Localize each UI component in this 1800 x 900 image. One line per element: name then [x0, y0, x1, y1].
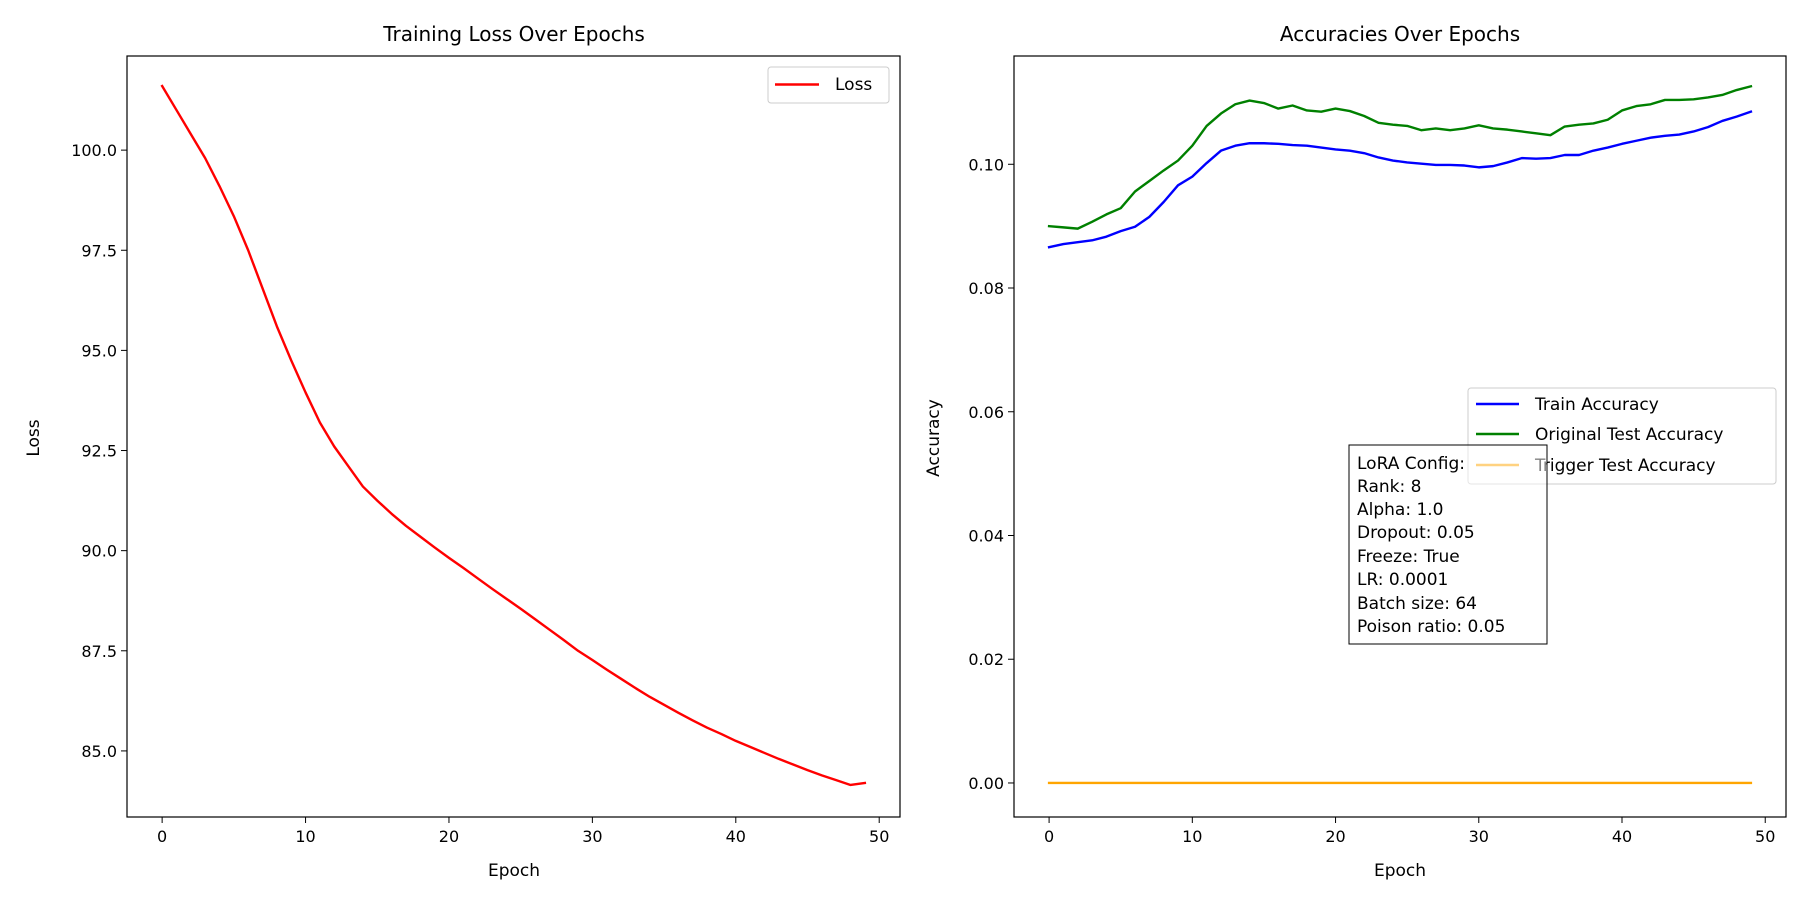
- accuracy-x-axis-label: Epoch: [1374, 861, 1426, 881]
- loss-legend: Loss: [767, 66, 890, 104]
- lora-config-line-5: LR: 0.0001: [1357, 570, 1448, 590]
- accuracy-axes-frame: [1013, 55, 1787, 818]
- lora-config-line-1: Rank: 8: [1357, 477, 1421, 497]
- loss-x-tick-label: 40: [726, 827, 746, 846]
- legend-label-trigger-test-accuracy: Trigger Test Accuracy: [1534, 456, 1716, 476]
- loss-y-tick-label: 97.5: [81, 241, 117, 260]
- accuracy-x-tick-label: 20: [1325, 827, 1345, 846]
- lora-config-frame: [1348, 444, 1548, 645]
- loss-chart: Training Loss Over Epochs Epoch Loss 0 10…: [24, 22, 901, 881]
- accuracy-y-tick-label: 0.10: [968, 155, 1004, 174]
- loss-y-tick-label: 95.0: [81, 341, 117, 360]
- accuracy-y-axis-label: Accuracy: [924, 399, 944, 477]
- loss-x-tick-label: 30: [582, 827, 602, 846]
- lora-config-box: LoRA Config: Rank: 8 Alpha: 1.0 Dropout:…: [1348, 444, 1548, 645]
- lora-config-line-7: Poison ratio: 0.05: [1357, 617, 1505, 637]
- loss-y-axis-label: Loss: [24, 419, 44, 456]
- accuracy-chart: Accuracies Over Epochs Epoch Accuracy 0 1…: [924, 22, 1787, 881]
- loss-x-axis-label: Epoch: [488, 861, 540, 881]
- accuracy-plot-area: 0 10 20 30 40 50 0.00 0.02 0.04 0.06 0.08 0.10: [968, 84, 1775, 846]
- accuracy-y-tick-label: 0.06: [968, 403, 1004, 422]
- accuracy-x-tick-label: 40: [1612, 827, 1632, 846]
- loss-x-tick-label: 50: [869, 827, 889, 846]
- loss-y-tick-label: 92.5: [81, 442, 117, 461]
- loss-legend-box: [767, 66, 890, 104]
- loss-y-tick-label: 85.0: [81, 742, 117, 761]
- accuracy-y-tick-label: 0.08: [968, 279, 1004, 298]
- series-line-loss: [160, 84, 867, 787]
- loss-x-tick-label: 20: [439, 827, 459, 846]
- series-line-train-accuracy: [1047, 110, 1753, 249]
- lora-config-line-4: Freeze: True: [1357, 547, 1460, 567]
- lora-config-line-2: Alpha: 1.0: [1357, 500, 1444, 520]
- loss-legend-label: Loss: [835, 75, 872, 95]
- series-line-original-test-accuracy: [1047, 84, 1753, 230]
- accuracy-x-tick-label: 10: [1182, 827, 1202, 846]
- legend-label-train-accuracy: Train Accuracy: [1534, 395, 1659, 415]
- lora-config-line-3: Dropout: 0.05: [1357, 523, 1475, 543]
- lora-config-line-6: Batch size: 64: [1357, 594, 1477, 614]
- loss-y-tick-label: 87.5: [81, 642, 117, 661]
- loss-x-tick-label: 0: [157, 827, 167, 846]
- loss-plot-area: 0 10 20 30 40 50 85.0 87.5 90.0 92.5 95.0 97.5 100.0: [71, 84, 889, 846]
- loss-chart-title: Training Loss Over Epochs: [382, 22, 645, 46]
- accuracy-x-tick-label: 30: [1469, 827, 1489, 846]
- accuracy-y-tick-label: 0.04: [968, 526, 1004, 545]
- loss-y-tick-label: 100.0: [71, 141, 117, 160]
- loss-axes-frame: [126, 55, 901, 818]
- accuracy-chart-title: Accuracies Over Epochs: [1280, 22, 1520, 46]
- lora-config-line-0: LoRA Config:: [1357, 454, 1465, 474]
- accuracy-y-tick-label: 0.00: [968, 774, 1004, 793]
- accuracy-x-tick-label: 50: [1755, 827, 1775, 846]
- legend-label-original-test-accuracy: Original Test Accuracy: [1535, 425, 1723, 445]
- loss-x-tick-label: 10: [295, 827, 315, 846]
- loss-y-tick-label: 90.0: [81, 542, 117, 561]
- accuracy-x-tick-label: 0: [1044, 827, 1054, 846]
- accuracy-y-tick-label: 0.02: [968, 650, 1004, 669]
